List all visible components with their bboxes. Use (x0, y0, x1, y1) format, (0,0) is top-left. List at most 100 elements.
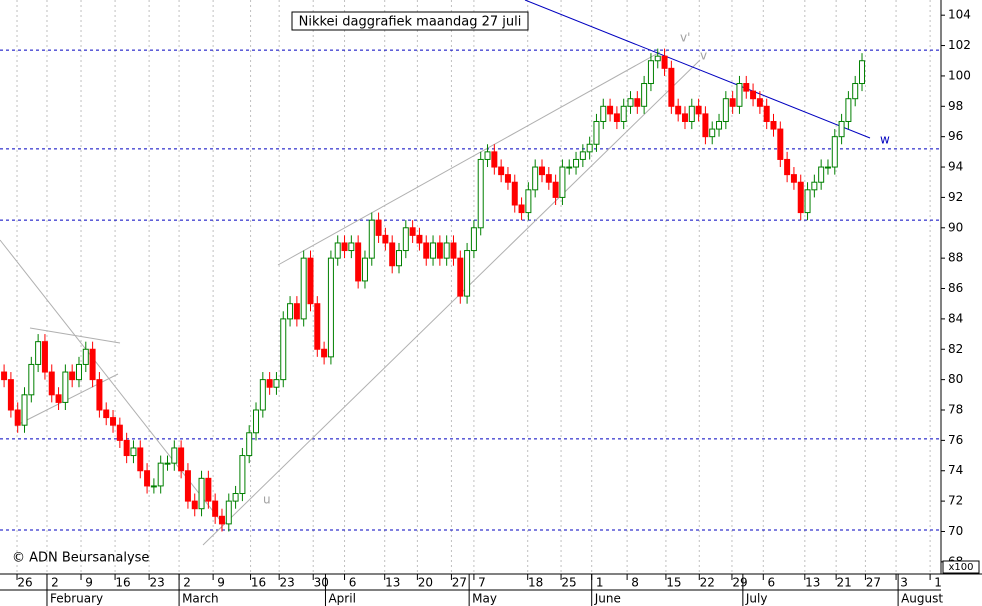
candle-body (695, 105, 702, 115)
candle-body (573, 158, 580, 168)
month-label: July (745, 592, 768, 606)
candle-body (368, 219, 375, 259)
month-label: February (50, 592, 103, 606)
unit-label: x100 (948, 562, 973, 573)
month-label: August (901, 592, 943, 606)
candle-body (756, 98, 763, 107)
candle-body (797, 181, 804, 214)
candle-body (389, 242, 396, 267)
candle-body (137, 447, 144, 472)
trend-lines (0, 0, 871, 546)
candle-body (28, 363, 35, 396)
candle-body (681, 113, 688, 122)
x-tick-label: 23 (149, 576, 164, 590)
candle-body (171, 447, 178, 464)
candles (1, 48, 866, 532)
candle-body (722, 98, 729, 122)
candle-body (225, 500, 232, 525)
y-tick-label: 92 (948, 190, 963, 204)
candle-body (123, 439, 130, 457)
x-tick-label: 3 (900, 576, 908, 590)
candle-body (35, 341, 42, 365)
candle-body (627, 98, 634, 107)
candle-body (144, 470, 151, 487)
y-tick-label: 78 (948, 403, 963, 417)
candle-body (716, 120, 723, 130)
candle-body (409, 227, 416, 236)
x-tick-label: 6 (767, 576, 775, 590)
x-tick-label: 7 (478, 576, 486, 590)
candle-body (743, 83, 750, 92)
candle-body (396, 250, 403, 267)
candle-body (824, 166, 831, 169)
candle-body (491, 151, 498, 168)
trend-line (0, 239, 221, 521)
candle-body (777, 128, 784, 160)
candle-body (600, 105, 607, 122)
annotation: w (880, 133, 890, 147)
candle-body (484, 151, 491, 160)
candle-body (218, 515, 225, 525)
y-tick-label: 96 (948, 129, 963, 143)
candle-body (688, 105, 695, 122)
credit: © ADN Beursanalyse (12, 551, 149, 566)
x-tick-label: 16 (115, 576, 130, 590)
x-tick-label: 9 (85, 576, 93, 590)
candle-body (307, 257, 314, 305)
x-tick-label: 2 (51, 576, 59, 590)
candle-body (382, 234, 389, 244)
candle-body (477, 158, 484, 229)
candle-body (69, 371, 76, 381)
candle-body (280, 318, 287, 381)
candle-body (620, 105, 627, 122)
candle-body (55, 394, 62, 403)
candle-body (647, 60, 654, 85)
candle-body (504, 174, 511, 183)
chart-title: Nikkei daggrafiek maandag 27 juli (299, 15, 522, 30)
x-tick-label: 8 (631, 576, 639, 590)
y-tick-label: 76 (948, 433, 963, 447)
candle-body (246, 432, 253, 457)
candle-body (361, 257, 368, 282)
candle-body (511, 181, 518, 206)
candle-body (668, 67, 675, 107)
x-tick-label: 15 (666, 576, 681, 590)
x-tick-label: 30 (314, 576, 329, 590)
trend-line (524, 0, 871, 139)
candle-body (150, 485, 157, 488)
candle-body (355, 242, 362, 282)
x-tick-label: 22 (700, 576, 715, 590)
candle-body (103, 409, 110, 419)
y-tick-label: 104 (948, 8, 971, 22)
candle-body (831, 136, 838, 168)
candle-body (545, 174, 552, 183)
candle-body (89, 348, 96, 381)
candle-body (552, 181, 559, 198)
candle-body (423, 242, 430, 259)
candle-body (450, 242, 457, 259)
axes: 6870727476788082848688909294969810010210… (16, 8, 971, 606)
candle-body (859, 60, 866, 85)
candle-body (7, 379, 14, 411)
candle-body (784, 158, 791, 176)
candle-body (634, 98, 641, 107)
x-tick-label: 1 (934, 576, 942, 590)
candle-body (300, 257, 307, 320)
candle-body (436, 242, 443, 259)
y-tick-label: 86 (948, 281, 963, 295)
candle-body (790, 174, 797, 183)
candle-body (811, 181, 818, 191)
annotation: v (700, 49, 707, 63)
candle-body (709, 128, 716, 138)
x-tick-label: 23 (280, 576, 295, 590)
trend-line (29, 327, 121, 344)
x-tick-label: 27 (452, 576, 467, 590)
candle-body (314, 303, 321, 350)
candle-body (348, 242, 355, 252)
candle-body (559, 166, 566, 198)
candle-body (579, 151, 586, 160)
candle-body (116, 424, 123, 441)
candle-body (14, 409, 21, 426)
candle-body (641, 83, 648, 107)
